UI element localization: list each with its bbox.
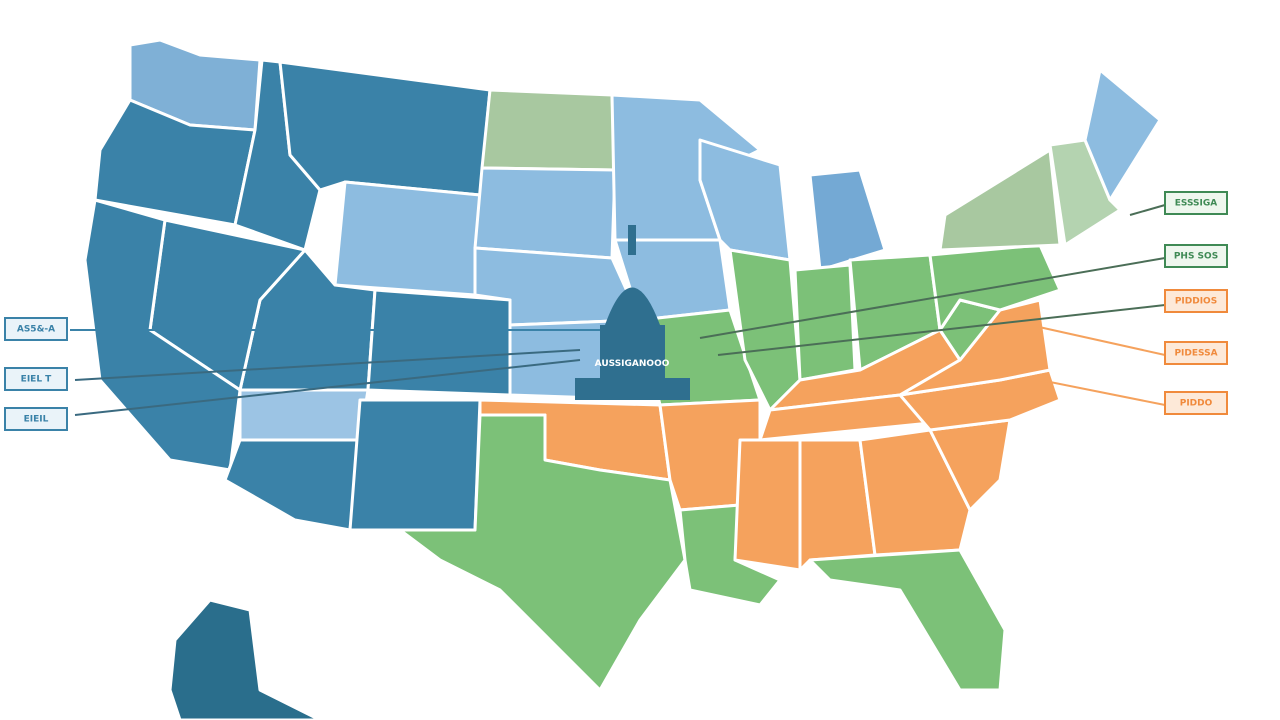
label-box [4,367,68,391]
state [278,60,492,197]
label-text: PIDESSA [1174,349,1217,359]
state [366,288,512,397]
label-box [1164,244,1228,268]
capitol-columns [600,325,665,380]
label-text: ESSSIGA [1175,199,1218,209]
state [398,413,687,692]
leader-line [717,304,1166,356]
labels: AS5&-A EIEL T EIEIL ESSSIGA PHS SOS PIDDIOS PI… [4,191,1228,431]
label-text: PHS SOS [1174,252,1218,262]
state [808,548,1007,692]
state [238,388,370,442]
state [473,166,617,260]
leader-lines [70,204,1166,416]
leader-line [74,359,581,416]
alaska [168,598,322,720]
label-box [1164,289,1228,313]
label-text: PIDDIOS [1175,297,1217,307]
state [1083,68,1162,202]
label-text: EIEIL [24,415,49,425]
label-box [4,317,68,341]
states [83,38,1162,720]
capitol-spire [628,225,636,255]
label-box [1164,391,1228,415]
state [1048,138,1122,247]
label-box [1164,191,1228,215]
leader-line [74,349,581,381]
state [938,148,1062,252]
state [223,438,362,532]
label-text: PIDDO [1180,399,1213,409]
state [733,438,802,572]
leader-line [1129,204,1166,216]
leader-line [699,257,1166,339]
label-text: AS5&-A [17,325,55,335]
label-box [1164,341,1228,365]
state [348,398,482,532]
state [808,168,887,272]
capitol-dome [605,287,660,325]
capitol: AUSSIGANOOO [575,225,690,400]
leader-line [1039,379,1166,406]
state [793,263,857,382]
label-text: EIEL T [21,375,53,385]
capitol-label: AUSSIGANOOO [595,359,670,369]
state [333,180,482,297]
capitol-base [575,378,690,400]
state [480,88,617,172]
label-box [4,407,68,431]
state [858,428,972,557]
leader-line [1029,324,1166,356]
